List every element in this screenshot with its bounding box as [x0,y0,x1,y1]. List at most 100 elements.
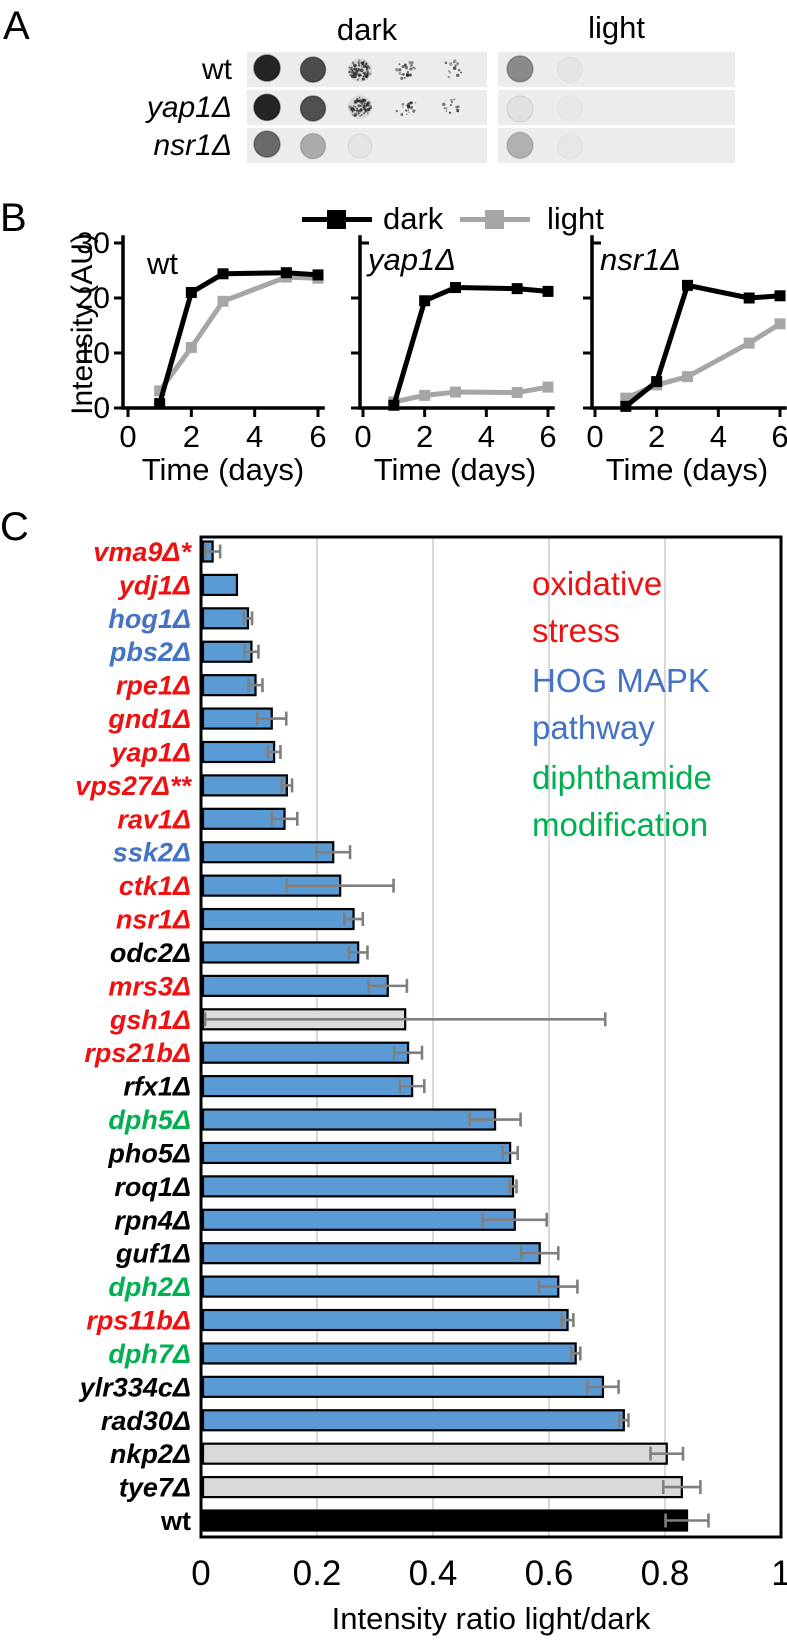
c-x-tick-label: 0.6 [525,1554,574,1593]
speckle-dot [456,73,460,77]
speckle-dot [366,65,370,69]
speckle-dot [407,105,411,109]
speckle-dot [449,62,453,66]
plot-frame [199,535,783,1539]
speckle-dot [402,73,405,76]
x-tick-label: 0 [586,419,603,454]
gene-label: roq1Δ [114,1172,191,1202]
speckle-dot [361,71,365,75]
c-legend-oxidative-stress: oxidative stress [532,565,663,649]
speckle-dot [407,107,410,110]
spot-assay-row [247,90,735,125]
speckle-dot [362,61,365,63]
data-marker-dark [185,287,197,298]
speckle-dot [362,64,367,68]
speckle-dot [447,75,450,79]
data-marker-light [620,392,632,404]
data-marker-dark [542,285,554,297]
data-marker-dark [280,267,292,279]
row-label-nsr1: nsr1Δ [153,129,233,162]
series-line-light [393,384,549,405]
b-x-axis-label-wt: Time (days) [141,452,305,487]
colony-spot [558,134,583,159]
bar [201,1075,414,1098]
c-x-tick-label: 0.8 [641,1554,690,1593]
speckle-dot [401,106,404,109]
speckle-dot [398,68,402,72]
speckle-dot [398,63,401,66]
speckle-dot [445,110,448,112]
speckle-dot [360,114,363,116]
speckle-dot [414,109,416,112]
speckle-dot [406,113,408,116]
speckle-dot [362,106,365,109]
x-tick-label: 2 [183,419,200,454]
data-marker-light [682,371,693,383]
colony-spot [253,54,281,82]
speckle-dot [350,71,354,75]
x-tick-label: 4 [710,419,727,454]
bar [201,974,389,997]
speckle-dot [457,111,459,113]
subplot-title-wt: wt [147,246,178,281]
bar [201,1409,625,1432]
bar [201,1242,541,1265]
speckle-dot [444,61,448,65]
spot-strip-dark [247,90,487,125]
data-marker-dark [217,268,229,280]
speckle-dot [357,61,360,64]
speckle-dot [359,99,362,102]
data-marker-light [154,385,166,397]
speckle-dot [354,100,358,104]
row-label-wt: wt [202,53,232,86]
speckle-dot [452,66,457,71]
speckle-dot [447,70,450,72]
speckle-dot [361,77,365,81]
speckle-dot [357,77,360,80]
gene-label: dph2Δ [108,1272,191,1302]
gene-label: rps11bΔ [86,1306,191,1336]
speckle-dot [351,109,354,112]
speckle-dot [407,102,410,105]
data-marker-light [185,342,197,353]
b-y-axis-label: Intensity (AU) [66,233,99,415]
speckle-dot [355,98,360,102]
colony-spot [348,95,372,120]
speckle-dot [361,65,364,69]
speckle-dot [368,109,370,111]
line-chart-wt: 0 10 20 30 0 2 4 6 [77,227,327,454]
speckle-dot [367,73,370,76]
x-tick-label: 0 [354,419,371,454]
speckle-dot [353,71,356,74]
gene-label: dph7Δ [108,1339,191,1369]
x-tick-label: 0 [119,419,136,454]
speckle-dot [348,71,351,74]
speckle-dot [408,111,410,114]
bar [201,841,335,864]
speckle-dot [358,96,361,99]
speckle-dot [357,64,361,67]
line-chart-yap1: 0 2 4 6 [351,235,557,454]
speckle-dot [357,67,360,71]
speckle-dot [448,111,452,114]
speckle-dot [353,67,357,71]
speckle-dot [365,74,369,79]
bar [201,907,355,931]
spot-assay-row [247,52,735,87]
colony-spot [299,132,327,160]
speckle-dot [366,112,369,115]
speckle-dot [460,71,462,74]
c-x-tick-label: 0 [191,1554,210,1593]
spot-strip-light [498,52,735,87]
speckle-dot [362,100,366,104]
bar [201,1175,515,1198]
speckle-dot [368,72,372,76]
c-x-axis-label: Intensity ratio light/dark [331,1601,651,1636]
panel-c-label: C [0,505,29,549]
row-label-yap1: yap1Δ [146,91,232,124]
data-marker-light [217,295,229,307]
subplot-title-yap1: yap1Δ [368,242,457,277]
speckle-dot [408,102,411,105]
data-marker-light [419,389,431,401]
